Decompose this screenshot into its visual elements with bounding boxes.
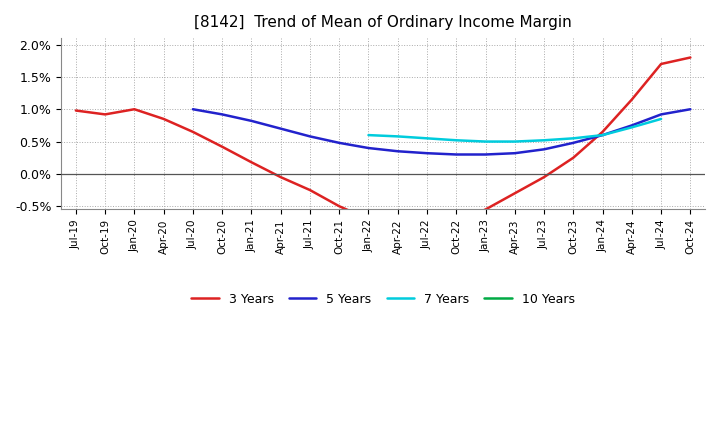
5 Years bbox=[305, 134, 314, 139]
5 Years bbox=[510, 150, 519, 156]
3 Years bbox=[393, 226, 402, 231]
3 Years bbox=[540, 175, 549, 180]
3 Years bbox=[335, 204, 343, 209]
3 Years bbox=[364, 216, 373, 222]
5 Years bbox=[393, 149, 402, 154]
3 Years bbox=[598, 129, 607, 135]
Line: 3 Years: 3 Years bbox=[76, 58, 690, 232]
5 Years bbox=[540, 147, 549, 152]
3 Years bbox=[276, 175, 285, 180]
7 Years bbox=[452, 138, 461, 143]
7 Years bbox=[423, 136, 431, 141]
7 Years bbox=[481, 139, 490, 144]
Line: 5 Years: 5 Years bbox=[193, 109, 690, 154]
5 Years bbox=[452, 152, 461, 157]
Legend: 3 Years, 5 Years, 7 Years, 10 Years: 3 Years, 5 Years, 7 Years, 10 Years bbox=[186, 288, 580, 311]
7 Years bbox=[510, 139, 519, 144]
5 Years bbox=[276, 126, 285, 131]
7 Years bbox=[657, 116, 665, 121]
5 Years bbox=[657, 112, 665, 117]
5 Years bbox=[247, 118, 256, 124]
3 Years bbox=[247, 160, 256, 165]
5 Years bbox=[569, 140, 577, 146]
3 Years bbox=[130, 106, 139, 112]
5 Years bbox=[335, 140, 343, 146]
3 Years bbox=[159, 116, 168, 121]
3 Years bbox=[452, 220, 461, 225]
5 Years bbox=[189, 106, 197, 112]
5 Years bbox=[686, 106, 695, 112]
7 Years bbox=[393, 134, 402, 139]
3 Years bbox=[423, 229, 431, 235]
3 Years bbox=[686, 55, 695, 60]
7 Years bbox=[598, 132, 607, 138]
3 Years bbox=[510, 191, 519, 196]
3 Years bbox=[481, 207, 490, 212]
3 Years bbox=[305, 187, 314, 193]
3 Years bbox=[628, 97, 636, 102]
7 Years bbox=[540, 138, 549, 143]
3 Years bbox=[71, 108, 80, 113]
5 Years bbox=[218, 112, 227, 117]
Line: 7 Years: 7 Years bbox=[369, 119, 661, 142]
3 Years bbox=[218, 144, 227, 149]
3 Years bbox=[657, 61, 665, 66]
3 Years bbox=[101, 112, 109, 117]
3 Years bbox=[189, 129, 197, 135]
5 Years bbox=[598, 132, 607, 138]
5 Years bbox=[364, 145, 373, 150]
5 Years bbox=[481, 152, 490, 157]
Title: [8142]  Trend of Mean of Ordinary Income Margin: [8142] Trend of Mean of Ordinary Income … bbox=[194, 15, 572, 30]
7 Years bbox=[364, 132, 373, 138]
5 Years bbox=[423, 150, 431, 156]
5 Years bbox=[628, 123, 636, 128]
7 Years bbox=[569, 136, 577, 141]
3 Years bbox=[569, 155, 577, 160]
7 Years bbox=[628, 125, 636, 130]
